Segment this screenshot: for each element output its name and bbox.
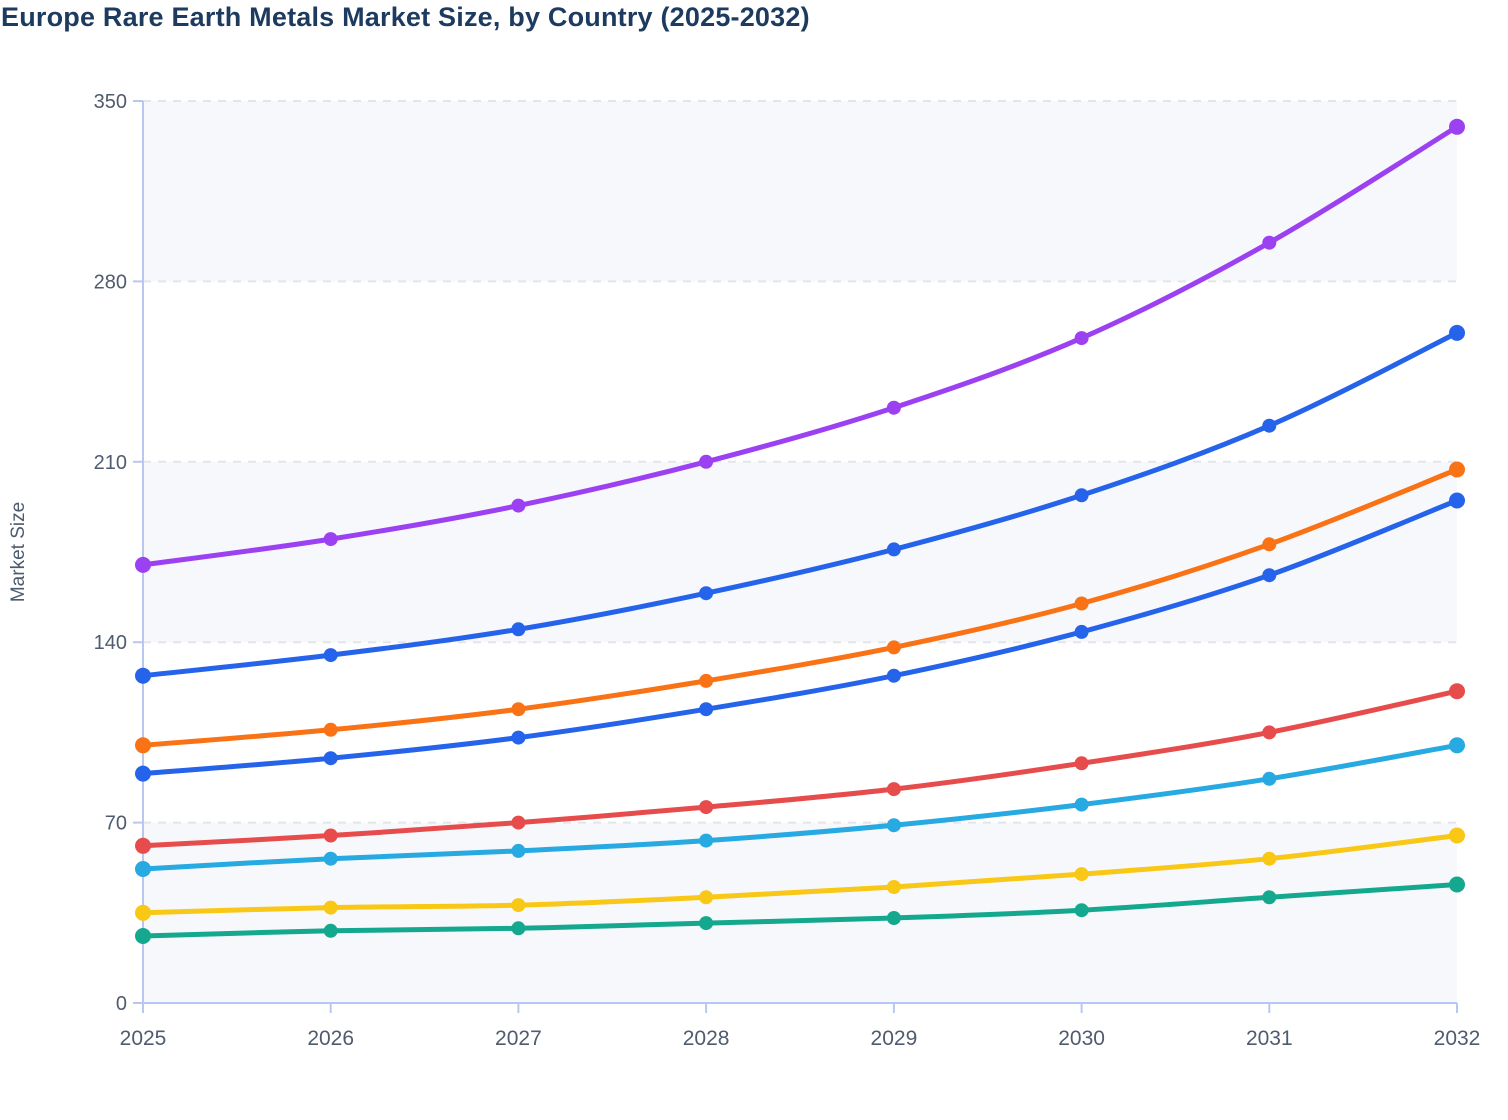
y-tick-label: 70 — [105, 813, 127, 835]
plot-band — [143, 461, 1457, 643]
data-point-series-8-teal-2030[interactable] — [1074, 903, 1089, 918]
data-point-series-3-orange-2028[interactable] — [699, 673, 714, 688]
data-point-series-6-sky-2032[interactable] — [1449, 737, 1465, 754]
data-point-series-1-purple-2030[interactable] — [1074, 331, 1089, 346]
data-point-series-6-sky-2026[interactable] — [323, 851, 338, 866]
x-tick-label: 2029 — [871, 1027, 918, 1050]
data-point-series-6-sky-2027[interactable] — [511, 843, 526, 858]
data-point-series-4-blue-2030[interactable] — [1074, 624, 1089, 639]
data-point-series-8-teal-2029[interactable] — [886, 911, 901, 925]
data-point-series-3-orange-2030[interactable] — [1074, 596, 1089, 611]
y-tick-label: 210 — [94, 452, 127, 474]
data-point-series-2-blue-2026[interactable] — [323, 648, 338, 663]
plot-band — [143, 822, 1457, 1003]
x-tick-label: 2026 — [307, 1027, 354, 1050]
data-point-series-2-blue-2028[interactable] — [699, 586, 714, 601]
data-point-series-7-yellow-2026[interactable] — [323, 900, 338, 915]
data-point-series-4-blue-2025[interactable] — [135, 765, 151, 782]
data-point-series-5-red-2029[interactable] — [886, 782, 901, 797]
data-point-series-5-red-2027[interactable] — [511, 815, 526, 830]
data-point-series-8-teal-2027[interactable] — [511, 921, 526, 936]
data-point-series-2-blue-2025[interactable] — [135, 667, 151, 684]
data-point-series-5-red-2030[interactable] — [1074, 756, 1089, 771]
data-point-series-6-sky-2031[interactable] — [1262, 771, 1277, 786]
series-line-series-8-teal — [140, 882, 1460, 939]
data-point-series-7-yellow-2032[interactable] — [1449, 827, 1465, 844]
data-point-series-1-purple-2026[interactable] — [323, 532, 338, 547]
data-point-series-1-purple-2028[interactable] — [699, 454, 714, 469]
x-tick-label: 2032 — [1434, 1027, 1481, 1050]
data-point-series-4-blue-2029[interactable] — [886, 668, 901, 683]
data-point-series-6-sky-2030[interactable] — [1074, 797, 1089, 812]
data-point-series-1-purple-2031[interactable] — [1262, 235, 1277, 250]
data-point-series-1-purple-2027[interactable] — [511, 498, 526, 513]
data-point-series-3-orange-2026[interactable] — [323, 722, 338, 737]
data-point-series-2-blue-2030[interactable] — [1074, 488, 1089, 503]
data-point-series-8-teal-2031[interactable] — [1262, 890, 1277, 905]
series-line-series-5-red — [140, 688, 1460, 849]
y-tick-label: 350 — [94, 91, 127, 113]
data-point-series-7-yellow-2028[interactable] — [699, 890, 714, 905]
data-point-series-5-red-2031[interactable] — [1262, 725, 1277, 740]
y-tick-label: 140 — [94, 632, 127, 654]
plot-band — [143, 101, 1457, 282]
data-point-series-1-purple-2032[interactable] — [1449, 118, 1465, 135]
data-point-series-3-orange-2032[interactable] — [1449, 461, 1465, 478]
data-point-series-5-red-2025[interactable] — [135, 837, 151, 854]
x-tick-label: 2025 — [120, 1027, 167, 1050]
x-tick-label: 2031 — [1246, 1027, 1293, 1050]
data-point-series-7-yellow-2031[interactable] — [1262, 851, 1277, 866]
data-point-series-2-blue-2027[interactable] — [511, 622, 526, 637]
x-tick-label: 2028 — [683, 1027, 730, 1050]
data-point-series-4-blue-2032[interactable] — [1449, 492, 1465, 509]
series-line-series-4-blue — [140, 498, 1460, 777]
data-point-series-8-teal-2026[interactable] — [323, 923, 338, 938]
data-point-series-8-teal-2032[interactable] — [1449, 876, 1465, 893]
data-point-series-6-sky-2028[interactable] — [699, 833, 714, 848]
data-point-series-7-yellow-2025[interactable] — [135, 904, 151, 921]
data-point-series-2-blue-2029[interactable] — [886, 542, 901, 557]
data-point-series-2-blue-2031[interactable] — [1262, 418, 1277, 433]
data-point-series-7-yellow-2027[interactable] — [511, 898, 526, 913]
data-point-series-6-sky-2025[interactable] — [135, 861, 151, 877]
y-tick-label: 0 — [116, 993, 127, 1015]
series-line-series-1-purple — [140, 124, 1460, 568]
data-point-series-8-teal-2025[interactable] — [135, 928, 151, 944]
data-point-series-8-teal-2028[interactable] — [699, 916, 714, 931]
data-point-series-3-orange-2025[interactable] — [135, 737, 151, 754]
data-point-series-7-yellow-2030[interactable] — [1074, 867, 1089, 882]
x-tick-label: 2030 — [1058, 1027, 1105, 1050]
series-line-series-6-sky — [140, 742, 1460, 872]
data-point-series-2-blue-2032[interactable] — [1449, 324, 1465, 341]
data-point-series-5-red-2026[interactable] — [323, 828, 338, 843]
data-point-series-1-purple-2025[interactable] — [135, 556, 151, 573]
data-point-series-4-blue-2031[interactable] — [1262, 568, 1277, 583]
data-point-series-5-red-2028[interactable] — [699, 800, 714, 815]
data-point-series-3-orange-2029[interactable] — [886, 640, 901, 655]
data-point-series-3-orange-2027[interactable] — [511, 702, 526, 717]
series-line-series-3-orange — [140, 467, 1460, 748]
chart-title: Europe Rare Earth Metals Market Size, by… — [1, 2, 810, 32]
data-point-series-7-yellow-2029[interactable] — [886, 880, 901, 894]
data-point-series-1-purple-2029[interactable] — [886, 400, 901, 415]
series-line-series-7-yellow — [140, 833, 1460, 916]
data-point-series-3-orange-2031[interactable] — [1262, 537, 1277, 552]
data-point-series-4-blue-2028[interactable] — [699, 702, 714, 717]
series-line-series-2-blue — [140, 330, 1460, 679]
x-tick-label: 2027 — [495, 1027, 542, 1050]
data-point-series-4-blue-2027[interactable] — [511, 730, 526, 745]
y-tick-label: 280 — [94, 271, 127, 293]
data-point-series-5-red-2032[interactable] — [1449, 683, 1465, 700]
data-point-series-4-blue-2026[interactable] — [323, 751, 338, 766]
data-point-series-6-sky-2029[interactable] — [886, 818, 901, 833]
